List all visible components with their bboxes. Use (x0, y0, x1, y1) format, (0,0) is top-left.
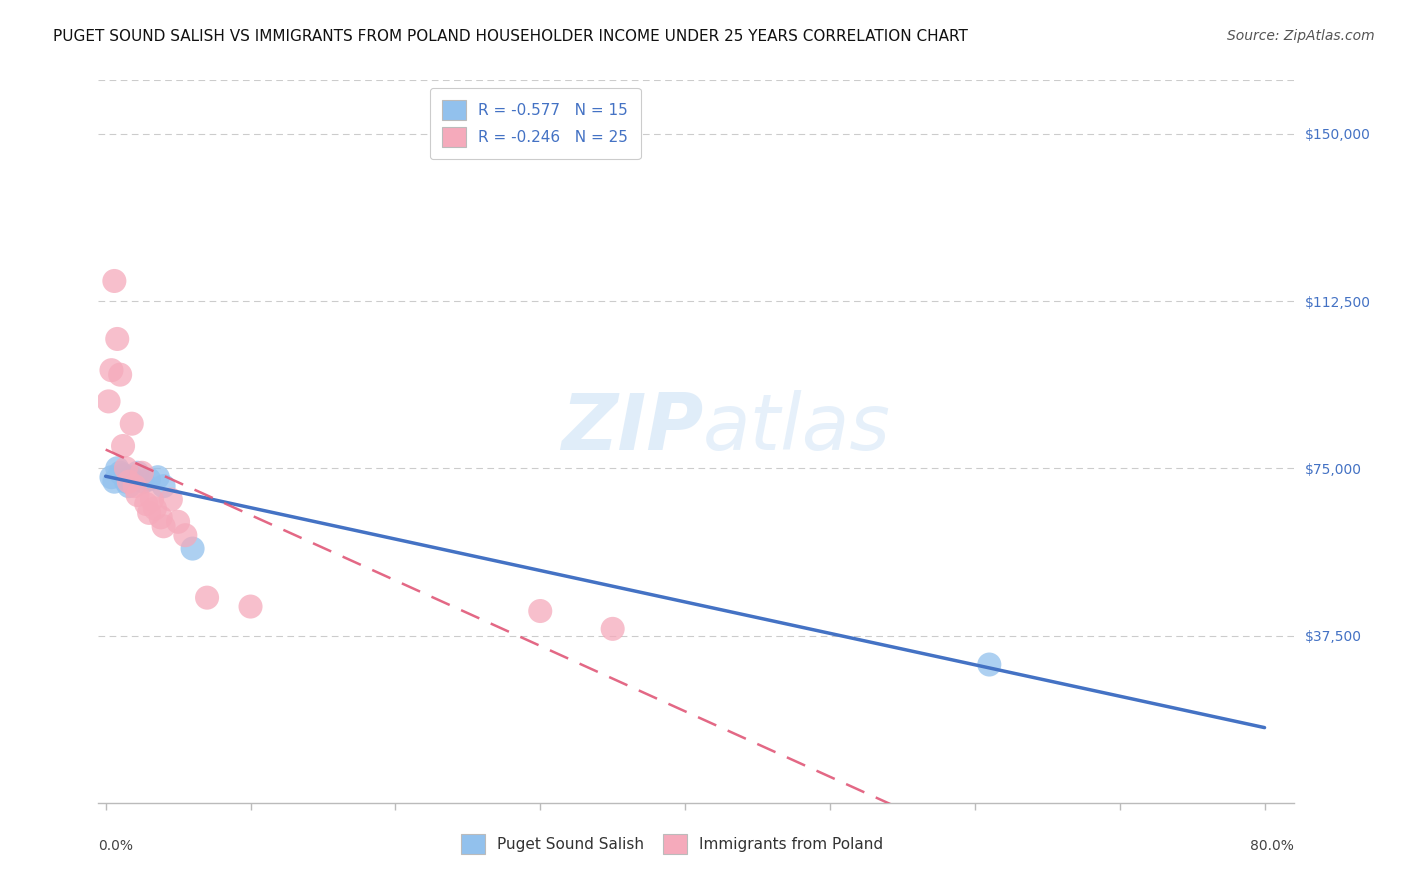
Legend: Puget Sound Salish, Immigrants from Poland: Puget Sound Salish, Immigrants from Pola… (454, 829, 890, 860)
Text: Source: ZipAtlas.com: Source: ZipAtlas.com (1227, 29, 1375, 43)
Point (124, 479, 146, 493)
Point (103, 475, 125, 489)
Point (152, 519, 174, 533)
Point (529, 604, 551, 618)
Point (105, 461, 128, 475)
Point (115, 461, 138, 475)
Text: ZIP: ZIP (561, 390, 703, 467)
Point (118, 475, 141, 489)
Point (108, 368, 131, 382)
Point (118, 479, 141, 493)
Point (108, 466, 131, 480)
Point (121, 417, 143, 431)
Point (138, 473, 160, 487)
Point (195, 591, 218, 605)
Point (239, 599, 262, 614)
Point (131, 466, 153, 480)
Point (100, 363, 122, 377)
Point (181, 541, 204, 556)
Point (146, 470, 169, 484)
Point (160, 492, 183, 507)
Point (115, 475, 138, 489)
Point (127, 488, 149, 502)
Text: PUGET SOUND SALISH VS IMMIGRANTS FROM POLAND HOUSEHOLDER INCOME UNDER 25 YEARS C: PUGET SOUND SALISH VS IMMIGRANTS FROM PO… (53, 29, 969, 44)
Text: atlas: atlas (703, 390, 891, 467)
Point (135, 497, 157, 511)
Point (121, 470, 143, 484)
Point (602, 622, 624, 636)
Point (97, 394, 120, 409)
Point (141, 492, 163, 507)
Point (174, 528, 197, 542)
Point (149, 510, 172, 524)
Text: 0.0%: 0.0% (98, 838, 134, 853)
Point (112, 439, 135, 453)
Text: 80.0%: 80.0% (1250, 838, 1294, 853)
Point (112, 467, 135, 482)
Point (143, 501, 166, 516)
Point (138, 506, 160, 520)
Point (132, 475, 155, 489)
Point (100, 470, 122, 484)
Point (127, 466, 149, 480)
Point (103, 274, 125, 288)
Point (152, 479, 174, 493)
Point (979, 657, 1001, 672)
Point (167, 515, 190, 529)
Point (105, 332, 128, 346)
